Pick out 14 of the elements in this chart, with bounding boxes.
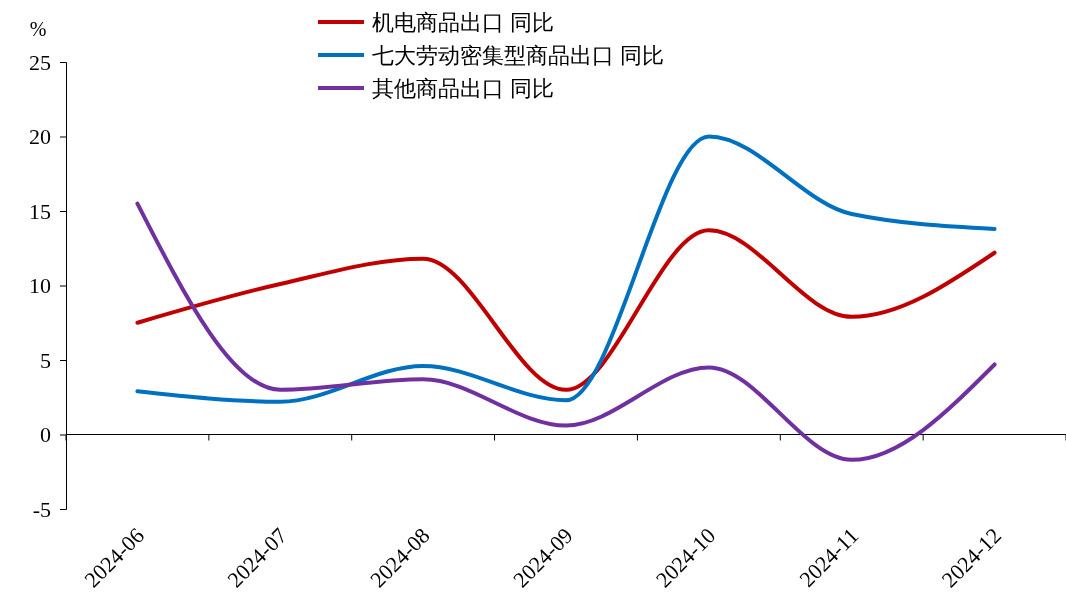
y-axis-title: % bbox=[29, 18, 47, 40]
y-tick-label: 5 bbox=[40, 347, 51, 373]
legend-label: 七大劳动密集型商品出口 同比 bbox=[372, 43, 664, 68]
line-series bbox=[135, 134, 997, 404]
line-series bbox=[135, 228, 997, 392]
y-tick-label: 20 bbox=[29, 124, 51, 150]
legend-label: 机电商品出口 同比 bbox=[372, 10, 554, 35]
y-tick-label: 15 bbox=[29, 198, 51, 224]
line-series bbox=[135, 201, 997, 462]
y-tick-label: 0 bbox=[40, 422, 51, 448]
legend-label: 其他商品出口 同比 bbox=[372, 76, 554, 101]
y-tick-label: 25 bbox=[29, 49, 51, 75]
y-tick-label: 10 bbox=[29, 273, 51, 299]
y-tick-label: -5 bbox=[32, 496, 51, 522]
